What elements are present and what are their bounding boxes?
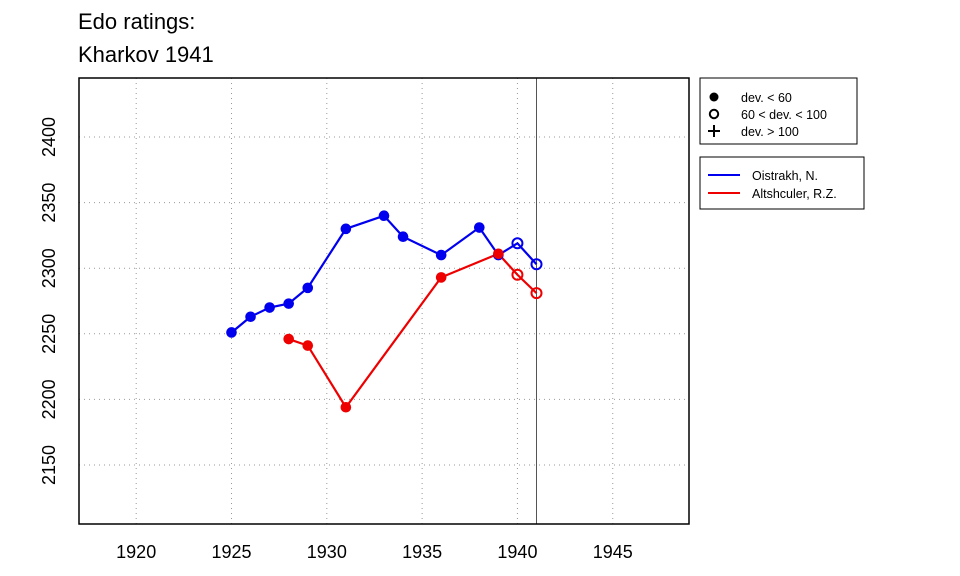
data-point-1-1939 — [493, 248, 504, 260]
series-lines — [230, 214, 538, 410]
data-point-1-1929 — [302, 340, 314, 351]
deviation-legend-box — [699, 77, 858, 145]
series-markers — [226, 210, 543, 413]
data-point-0-1938 — [474, 222, 485, 233]
data-point-1-1941 — [530, 287, 543, 300]
y-tick-label-2200: 2200 — [39, 379, 59, 419]
y-axis-ticks: 2150 2200 2250 2300 2350 2400 — [39, 117, 59, 485]
series-legend-label-oistrakh: Oistrakh, N. — [752, 169, 818, 183]
deviation-legend-label-2: 60 < dev. < 100 — [741, 108, 827, 122]
plus-icon — [708, 125, 720, 137]
x-tick-label-1920: 1920 — [116, 542, 156, 562]
data-point-0-1926 — [245, 311, 256, 323]
data-point-1-1940 — [511, 268, 524, 281]
open-circle-icon — [708, 108, 720, 120]
y-tick-label-2350: 2350 — [39, 183, 59, 223]
x-tick-label-1930: 1930 — [307, 542, 347, 562]
data-point-0-1936 — [435, 249, 447, 261]
x-tick-label-1940: 1940 — [497, 542, 537, 562]
deviation-legend: dev. < 60 60 < dev. < 100 dev. > 100 — [699, 77, 858, 145]
x-axis-ticks: 1920 1925 1930 1935 1940 1945 — [116, 542, 633, 562]
y-tick-label-2150: 2150 — [39, 445, 59, 485]
series-legend: Oistrakh, N. Altshculer, R.Z. — [699, 156, 865, 210]
x-tick-label-1935: 1935 — [402, 542, 442, 562]
deviation-legend-label-3: dev. > 100 — [741, 125, 799, 139]
data-point-0-1933 — [378, 210, 390, 222]
data-point-0-1925 — [226, 327, 237, 338]
y-tick-label-2300: 2300 — [39, 248, 59, 288]
y-tick-label-2400: 2400 — [39, 117, 59, 157]
data-point-0-1934 — [397, 231, 409, 243]
filled-circle-icon — [709, 92, 719, 102]
x-tick-label-1925: 1925 — [211, 542, 251, 562]
data-point-1-1936 — [435, 272, 447, 283]
grid-lines — [79, 78, 689, 524]
plot-frame — [78, 77, 690, 525]
data-point-0-1927 — [264, 302, 275, 313]
series-legend-box — [699, 156, 865, 210]
data-point-0-1929 — [302, 282, 314, 294]
deviation-legend-label-1: dev. < 60 — [741, 91, 792, 105]
series-line-1 — [288, 252, 538, 410]
x-tick-label-1945: 1945 — [593, 542, 633, 562]
data-point-0-1940 — [511, 237, 524, 250]
data-point-0-1931 — [340, 223, 352, 235]
chart-title-line-2: Kharkov 1941 — [78, 42, 214, 67]
y-tick-label-2250: 2250 — [39, 314, 59, 354]
series-line-0 — [230, 214, 538, 334]
chart-title-line-1: Edo ratings: — [78, 9, 195, 34]
series-legend-label-altshculer: Altshculer, R.Z. — [752, 187, 837, 201]
data-point-1-1928 — [283, 333, 294, 345]
data-point-0-1928 — [283, 298, 294, 309]
data-point-0-1941 — [530, 258, 543, 271]
data-point-1-1931 — [340, 401, 352, 413]
